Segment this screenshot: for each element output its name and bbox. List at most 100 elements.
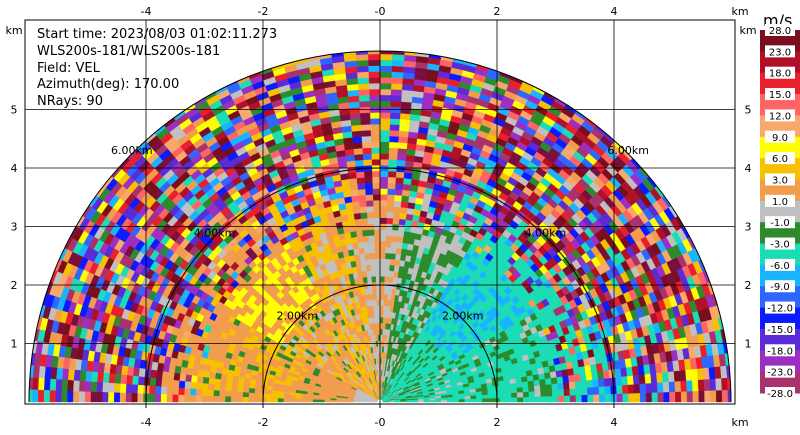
- velocity-cell: [350, 124, 362, 132]
- velocity-cell: [390, 247, 397, 254]
- velocity-cell: [377, 322, 381, 330]
- velocity-cell: [638, 373, 646, 385]
- velocity-cell: [516, 386, 524, 393]
- velocity-cell: [379, 311, 384, 318]
- velocity-cell: [604, 385, 612, 395]
- velocity-cell: [389, 129, 400, 137]
- velocity-cell: [356, 235, 364, 243]
- velocity-cell: [386, 293, 392, 301]
- velocity-cell: [400, 248, 408, 256]
- velocity-cell: [356, 182, 366, 190]
- velocity-cell: [357, 83, 370, 90]
- velocity-cell: [534, 390, 541, 397]
- velocity-cell: [382, 305, 387, 312]
- velocity-cell: [368, 241, 375, 248]
- velocity-cell: [632, 374, 640, 385]
- velocity-cell: [357, 241, 365, 249]
- velocity-cell: [366, 211, 374, 219]
- velocity-cell: [592, 378, 600, 388]
- velocity-cell: [347, 95, 360, 103]
- velocity-cell: [528, 396, 536, 403]
- velocity-cell: [534, 396, 542, 403]
- velocity-cell: [382, 311, 387, 318]
- velocity-cell: [382, 322, 386, 330]
- velocity-cell: [393, 194, 402, 202]
- velocity-cell: [540, 395, 547, 403]
- velocity-cell: [396, 153, 407, 161]
- velocity-cell: [393, 265, 400, 272]
- velocity-cell: [379, 217, 387, 224]
- velocity-cell: [487, 397, 495, 403]
- velocity-cell: [369, 94, 381, 102]
- velocity-cell: [379, 287, 385, 295]
- velocity-cell: [556, 376, 564, 384]
- velocity-cell: [400, 95, 413, 103]
- velocity-cell: [398, 130, 409, 138]
- velocity-cell: [355, 53, 369, 61]
- velocity-cell: [402, 236, 410, 244]
- velocity-cell: [349, 112, 361, 121]
- velocity-cell: [368, 88, 381, 96]
- velocity-cell: [593, 394, 600, 403]
- velocity-cell: [365, 200, 374, 207]
- velocity-cell: [379, 322, 383, 330]
- velocity-cell: [387, 188, 396, 196]
- velocity-cell: [367, 229, 375, 236]
- velocity-cell: [362, 153, 372, 161]
- velocity-cell: [386, 211, 394, 219]
- velocity-cell: [364, 176, 373, 184]
- velocity-cell: [516, 391, 524, 398]
- velocity-cell: [379, 65, 392, 72]
- velocity-cell: [370, 270, 376, 277]
- velocity-cell: [367, 59, 381, 67]
- velocity-cell: [355, 230, 363, 238]
- velocity-cell: [358, 247, 365, 255]
- velocity-cell: [379, 153, 389, 160]
- velocity-cell: [398, 218, 406, 226]
- velocity-cell: [359, 112, 371, 120]
- velocity-cell: [379, 71, 392, 78]
- velocity-cell: [552, 395, 559, 403]
- velocity-cell: [379, 240, 386, 248]
- velocity-cell: [384, 252, 391, 260]
- velocity-cell: [481, 394, 489, 399]
- velocity-cell: [349, 183, 358, 191]
- velocity-cell: [603, 377, 611, 387]
- velocity-cell: [563, 395, 571, 403]
- velocity-cell: [373, 211, 381, 219]
- velocity-cell: [692, 390, 700, 403]
- velocity-cell: [379, 59, 393, 67]
- velocity-cell: [633, 383, 641, 394]
- velocity-cell: [365, 264, 372, 272]
- velocity-cell: [650, 372, 658, 384]
- velocity-cell: [639, 392, 647, 403]
- velocity-cell: [376, 311, 381, 318]
- velocity-cell: [368, 235, 375, 242]
- velocity-cell: [697, 379, 705, 392]
- velocity-cell: [379, 258, 386, 265]
- velocity-cell: [402, 183, 411, 191]
- velocity-cell: [381, 334, 385, 341]
- velocity-cell: [391, 229, 399, 237]
- velocity-cell: [384, 246, 392, 254]
- velocity-cell: [376, 316, 381, 324]
- velocity-cell: [544, 377, 552, 385]
- velocity-cell: [539, 384, 547, 391]
- velocity-cell: [386, 200, 395, 207]
- velocity-cell: [399, 112, 411, 121]
- velocity-cell: [358, 194, 367, 202]
- velocity-cell: [386, 305, 391, 313]
- velocity-cell: [379, 176, 389, 183]
- velocity-cell: [358, 200, 367, 208]
- velocity-cell: [379, 53, 393, 61]
- velocity-cell: [499, 393, 506, 399]
- velocity-cell: [628, 392, 635, 403]
- velocity-cell: [397, 230, 405, 238]
- velocity-cell: [379, 188, 388, 195]
- velocity-cell: [373, 217, 381, 224]
- velocity-cell: [368, 77, 381, 84]
- velocity-cell: [575, 387, 582, 396]
- velocity-cell: [551, 389, 559, 397]
- velocity-cell: [358, 100, 370, 108]
- velocity-cell: [387, 287, 393, 295]
